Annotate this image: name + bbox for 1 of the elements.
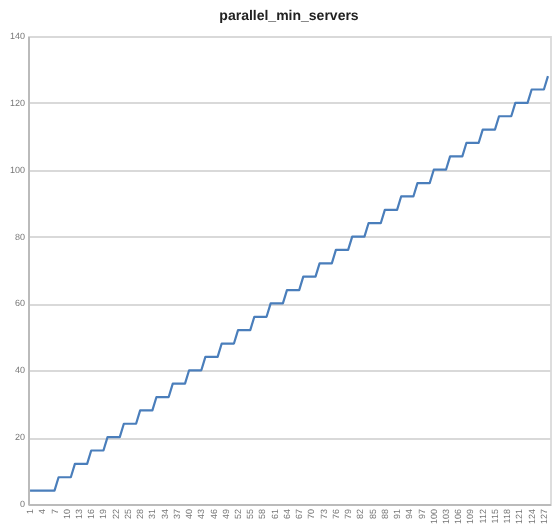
line-series [28, 75, 550, 492]
